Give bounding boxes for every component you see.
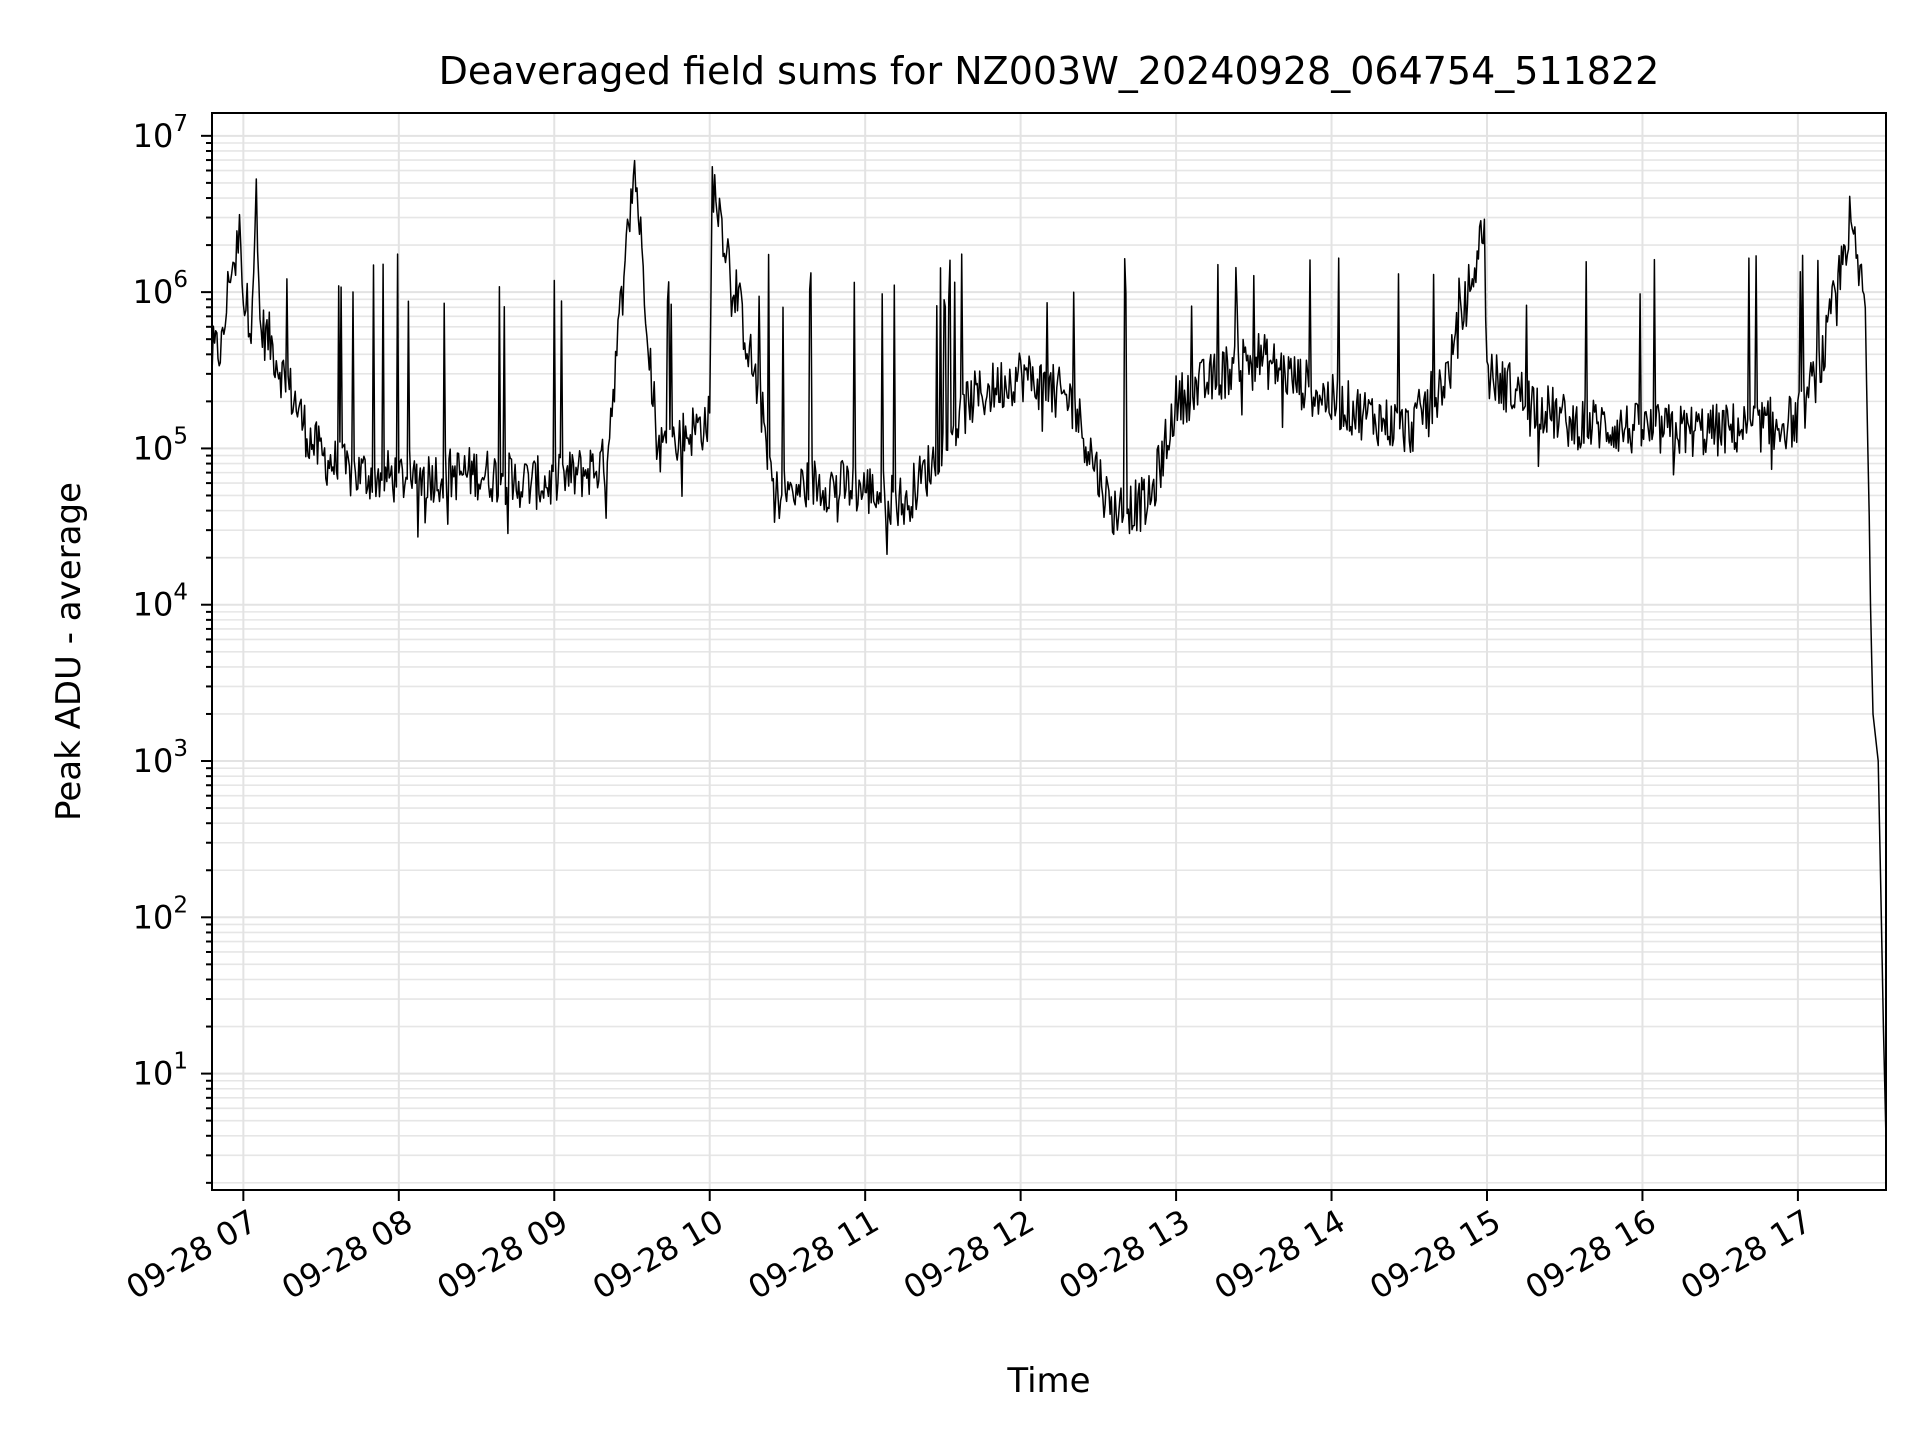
y-tick-label: 107 bbox=[133, 111, 188, 155]
y-axis: 101 102 103 104 105 106 107 bbox=[133, 111, 212, 1184]
x-axis-label: Time bbox=[1006, 1361, 1090, 1401]
y-tick-label: 103 bbox=[133, 736, 188, 780]
y-tick-label: 106 bbox=[133, 267, 188, 311]
grid bbox=[212, 113, 1886, 1190]
y-tick-label: 101 bbox=[133, 1049, 188, 1093]
plot-area bbox=[211, 159, 1887, 1140]
y-tick-label: 102 bbox=[133, 892, 188, 936]
series-line bbox=[211, 159, 1887, 1140]
y-tick-label: 105 bbox=[133, 423, 188, 467]
y-tick-label: 104 bbox=[133, 580, 188, 624]
y-axis-label: Peak ADU - average bbox=[49, 482, 89, 821]
chart-title: Deaveraged field sums for NZ003W_2024092… bbox=[439, 49, 1660, 93]
